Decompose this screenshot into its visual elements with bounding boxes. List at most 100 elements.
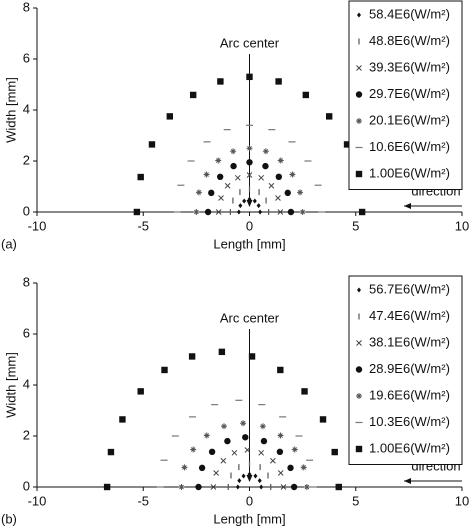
marker-square	[188, 353, 196, 360]
marker-star	[195, 189, 202, 196]
x-tick-label: -10	[28, 493, 47, 508]
marker-square	[246, 73, 253, 81]
marker-cross	[268, 182, 275, 189]
legend-label: 47.4E6(W/m²)	[369, 308, 450, 323]
marker-star	[193, 209, 200, 215]
marker-square	[107, 448, 115, 456]
marker-diamond	[257, 478, 262, 484]
marker-circle	[262, 162, 269, 170]
y-tick-label: 2	[23, 427, 30, 442]
marker-square	[137, 173, 144, 181]
marker-square	[319, 416, 327, 423]
marker-circle	[355, 91, 363, 98]
marker-diamond	[256, 203, 261, 209]
marker-diamond	[357, 287, 361, 293]
marker-square	[103, 483, 111, 491]
marker-cross	[258, 174, 265, 181]
arc-label: Arc center	[220, 310, 280, 325]
marker-square	[335, 483, 342, 491]
marker-circle	[246, 159, 253, 166]
marker-circle	[287, 208, 295, 216]
marker-star	[203, 432, 210, 439]
legend-label: 58.4E6(W/m²)	[369, 6, 450, 21]
marker-cross	[231, 449, 238, 456]
marker-square	[217, 78, 224, 85]
x-tick-label: 5	[352, 218, 359, 233]
marker-diamond	[259, 484, 264, 490]
y-axis-label: Width [mm]	[3, 77, 18, 143]
y-tick-label: 4	[23, 376, 30, 391]
y-axis-label: Width [mm]	[3, 352, 18, 418]
marker-star	[300, 464, 307, 471]
legend-label: 10.3E6(W/m²)	[369, 414, 450, 429]
marker-star	[221, 423, 227, 430]
marker-square	[302, 91, 310, 99]
marker-diamond	[237, 478, 242, 484]
marker-circle	[198, 464, 206, 472]
marker-square	[301, 388, 308, 395]
legend-label: 19.6E6(W/m²)	[369, 387, 450, 402]
marker-star	[262, 148, 269, 155]
marker-circle	[355, 366, 363, 373]
marker-star	[246, 145, 253, 152]
arc-arrow	[246, 475, 253, 482]
marker-cross	[275, 195, 281, 201]
marker-square	[137, 388, 144, 395]
weld-arrow-head	[404, 203, 411, 209]
x-axis-label: Length [mm]	[213, 511, 285, 526]
marker-square	[275, 78, 282, 85]
marker-square	[148, 141, 156, 148]
marker-square	[331, 448, 338, 456]
marker-star	[178, 484, 185, 490]
marker-circle	[242, 434, 249, 441]
marker-star	[356, 118, 362, 124]
arc-label: Arc center	[220, 35, 280, 50]
marker-cross	[270, 457, 276, 464]
marker-star	[190, 446, 197, 453]
legend-label: 48.8E6(W/m²)	[369, 33, 450, 48]
marker-circle	[260, 437, 268, 445]
legend-label: 56.7E6(W/m²)	[369, 281, 450, 296]
marker-circle	[216, 173, 224, 181]
marker-star	[303, 484, 310, 490]
marker-star	[277, 157, 284, 164]
marker-square	[189, 91, 197, 99]
marker-square	[277, 366, 284, 374]
marker-square	[355, 170, 363, 178]
marker-cross	[224, 182, 231, 189]
x-tick-label: 5	[352, 493, 359, 508]
x-tick-label: -5	[137, 493, 149, 508]
marker-diamond	[253, 473, 258, 479]
marker-square	[218, 348, 226, 356]
marker-cross	[246, 172, 253, 178]
legend-label: 38.1E6(W/m²)	[369, 334, 450, 349]
y-tick-label: 8	[23, 274, 30, 289]
panel-label: (a)	[1, 236, 17, 251]
marker-star	[215, 157, 222, 164]
legend-label: 28.9E6(W/m²)	[369, 361, 450, 376]
y-tick-label: 4	[23, 101, 30, 116]
marker-star	[203, 171, 210, 178]
marker-circle	[287, 464, 294, 472]
marker-cross	[218, 195, 224, 201]
marker-circle	[208, 448, 216, 456]
marker-square	[355, 445, 363, 453]
marker-circle	[195, 483, 202, 491]
marker-cross	[220, 457, 227, 464]
panel-label: (b)	[1, 511, 17, 526]
y-tick-label: 0	[23, 203, 30, 218]
marker-square	[248, 353, 256, 360]
legend-box	[348, 275, 463, 465]
marker-cross	[280, 484, 287, 490]
marker-circle	[204, 208, 212, 216]
marker-circle	[275, 173, 283, 181]
marker-diamond	[238, 203, 243, 209]
marker-circle	[208, 189, 215, 197]
marker-star	[259, 423, 266, 430]
weld-arrow-head	[404, 478, 411, 484]
x-tick-label: 10	[455, 493, 469, 508]
marker-circle	[284, 189, 291, 197]
marker-cross	[258, 449, 265, 456]
marker-cross	[244, 447, 251, 453]
marker-square	[166, 113, 174, 120]
